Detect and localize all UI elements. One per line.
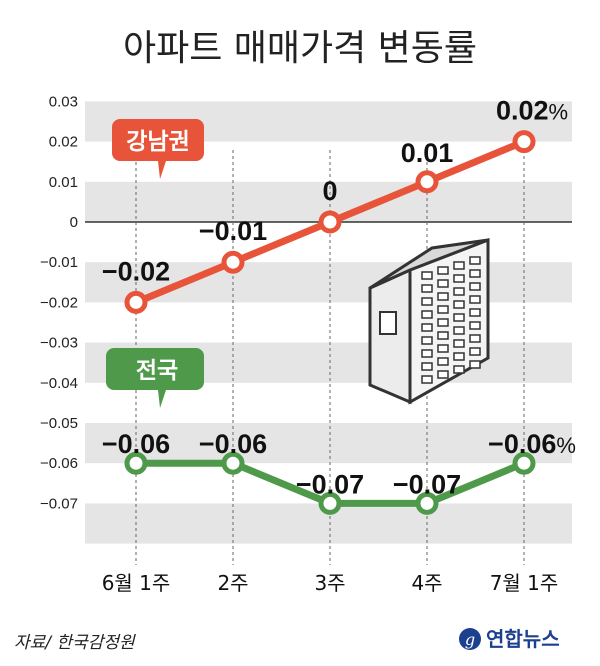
y-tick-label: 0.01 — [49, 174, 78, 191]
y-tick-label: 0 — [70, 214, 78, 231]
data-label: −0.01 — [199, 216, 267, 246]
data-label: −0.07 — [393, 469, 461, 499]
source-note: 자료/ 한국감정원 — [14, 633, 136, 653]
data-label: −0.06% — [488, 429, 576, 459]
x-tick-label: 2주 — [217, 571, 248, 595]
data-label: −0.02 — [102, 256, 170, 286]
y-tick-label: −0.07 — [40, 495, 78, 512]
legend-national-bubble — [106, 348, 204, 408]
building-icon — [368, 237, 490, 405]
brand-name: 연합뉴스 — [486, 627, 560, 651]
grid-bands — [85, 101, 572, 544]
data-label: 0 — [322, 176, 337, 206]
y-tick-label: −0.05 — [40, 415, 78, 432]
grid-band — [85, 423, 572, 464]
legend-national: 전국 — [106, 348, 204, 408]
y-tick-label: −0.02 — [40, 294, 78, 311]
data-label: −0.06 — [102, 429, 170, 459]
legend-gangnam-bubble — [112, 119, 204, 179]
data-point — [512, 130, 536, 154]
legend-gangnam: 강남권 — [112, 119, 204, 179]
data-point — [415, 170, 439, 194]
x-tick-label: 4주 — [411, 571, 442, 595]
data-labels: −0.02 −0.01 0 0.01 0.02% −0.06 −0.06 −0.07 −0.07… — [102, 96, 576, 500]
grid-band — [85, 262, 572, 303]
data-label: 0.02% — [496, 96, 568, 126]
data-point — [415, 491, 439, 515]
series-points — [124, 130, 536, 515]
data-point — [318, 210, 342, 234]
data-point — [124, 451, 148, 475]
data-label: −0.07 — [296, 469, 364, 499]
data-point — [512, 451, 536, 475]
x-tick-label: 6월 1주 — [102, 571, 171, 595]
legend-gangnam-label: 강남권 — [126, 129, 189, 155]
x-axis-ticks: 6월 1주 2주 3주 4주 7월 1주 — [102, 571, 559, 595]
brand-logo: g 연합뉴스 — [459, 627, 560, 651]
svg-text:g: g — [465, 630, 475, 649]
y-tick-label: −0.04 — [40, 375, 78, 392]
chart-title: 아파트 매매가격 변동률 — [123, 28, 477, 69]
data-point — [221, 451, 245, 475]
x-tick-label: 3주 — [314, 571, 345, 595]
y-tick-label: −0.01 — [40, 254, 78, 271]
legend-national-label: 전국 — [136, 358, 178, 384]
y-tick-label: 0.03 — [49, 93, 78, 110]
y-tick-label: −0.03 — [40, 335, 78, 352]
y-tick-label: 0.02 — [49, 134, 78, 151]
data-point — [318, 491, 342, 515]
y-axis-ticks: 0.03 0.02 0.01 0 −0.01 −0.02 −0.03 −0.04 −0.05 −0… — [40, 93, 78, 512]
data-label: 0.01 — [401, 138, 454, 168]
y-tick-label: −0.06 — [40, 455, 78, 472]
data-point — [221, 250, 245, 274]
x-tick-label: 7월 1주 — [490, 571, 559, 595]
data-label: −0.06 — [199, 429, 267, 459]
data-point — [124, 290, 148, 314]
